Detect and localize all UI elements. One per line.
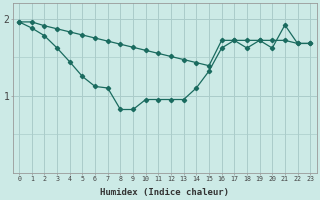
X-axis label: Humidex (Indice chaleur): Humidex (Indice chaleur): [100, 188, 229, 197]
